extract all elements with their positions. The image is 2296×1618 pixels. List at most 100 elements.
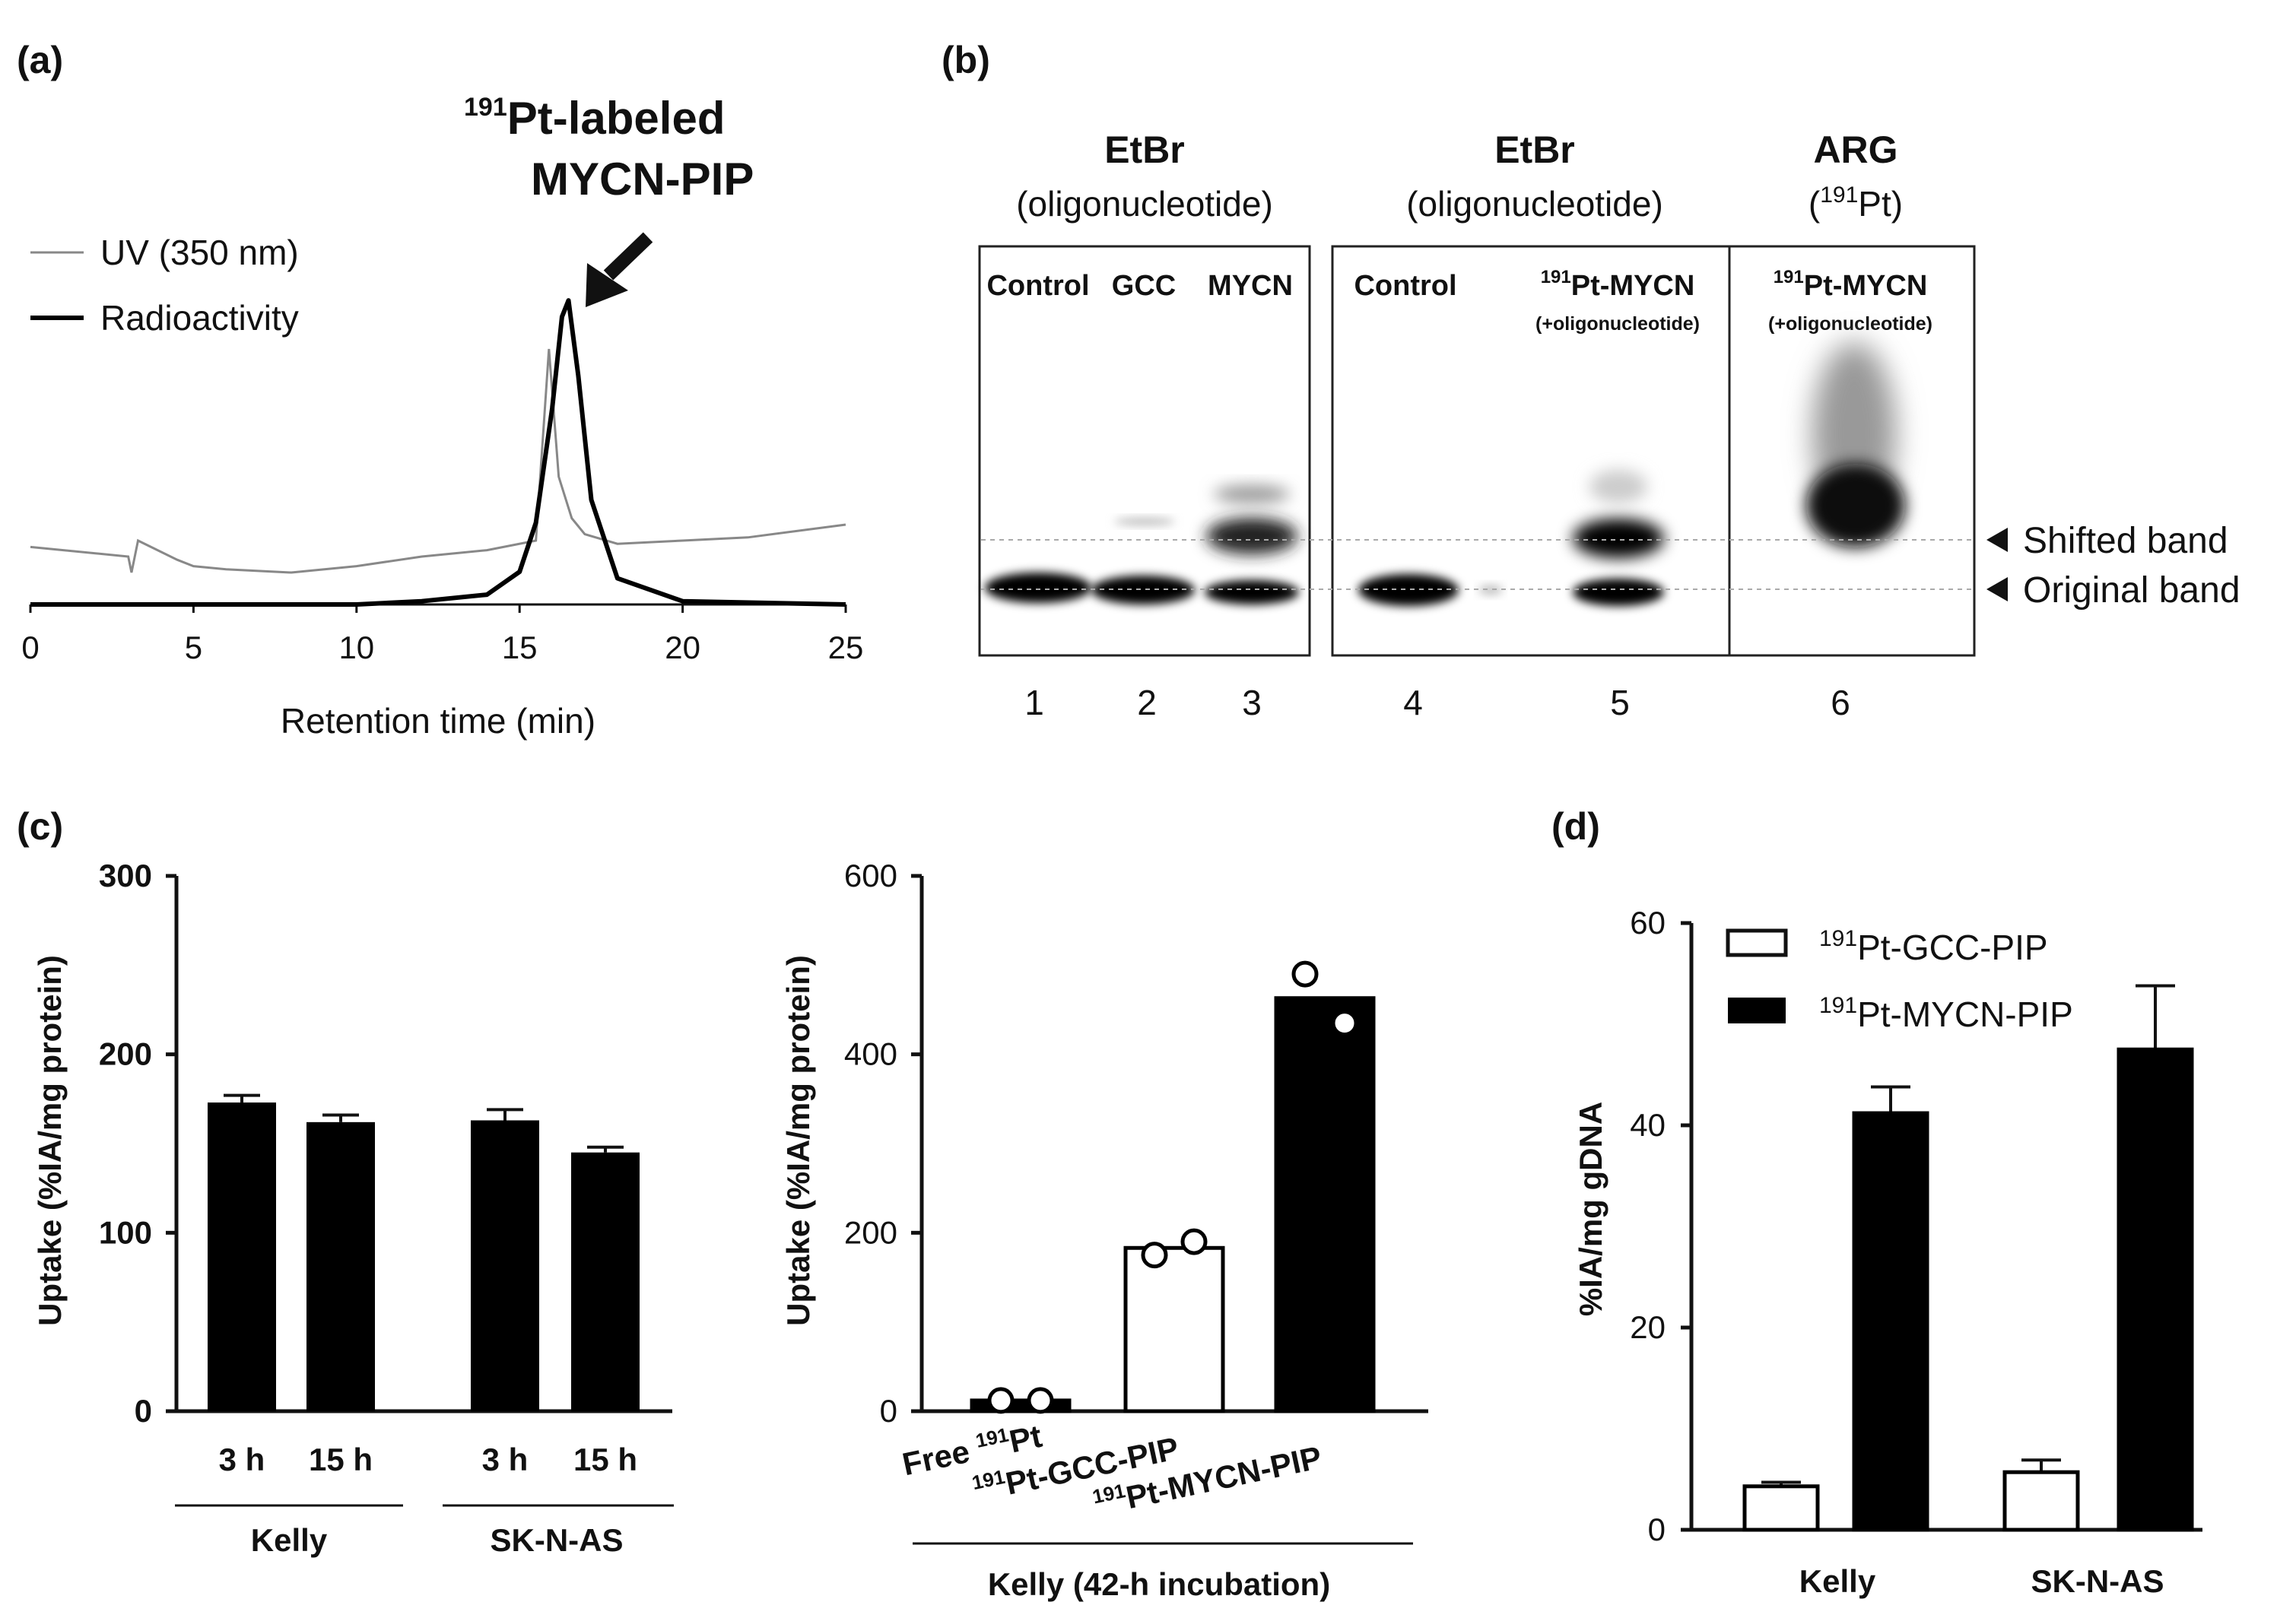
panel-c-left-ylabel: Uptake (%IA/mg protein) [32,955,68,1326]
c-left-bar [571,1152,640,1411]
band-lane3-original [1205,580,1299,604]
panel-b-label: (b) [942,39,990,81]
panel-a-label: (a) [17,39,63,81]
gel-group3-subtitle: (191Pt) [1809,182,1903,224]
panel-c-right-ylabel: Uptake (%IA/mg protein) [780,955,816,1326]
band-lane5-original [1573,579,1664,606]
band-lane4-spot [1478,585,1503,595]
gel-group3-title: ARG [1813,128,1897,171]
d-ytick-label: 40 [1630,1107,1666,1143]
c-left-ytick-label: 300 [99,858,152,893]
c-right-point [987,1387,1015,1414]
d-bar [1742,1484,1820,1532]
a-xtick-label: 10 [338,630,374,665]
legend-uv: UV (350 nm) [100,233,299,272]
band-lane3-smear [1214,485,1290,503]
shifted-band-label: Shifted band [2023,521,2228,561]
c-left-xtick-1: 3 h [219,1442,265,1477]
panel-d-label: (d) [1551,805,1600,848]
d-ytick-label: 60 [1630,905,1666,941]
lane-control-2: Control [1354,270,1456,302]
panel-a-x-ticks: 0 5 10 15 20 25 [21,604,863,665]
d-ytick-label: 0 [1648,1512,1666,1547]
a-xtick-label: 5 [185,630,202,665]
panel-c-left-y-ticks: 0 100 200 300 [99,858,176,1429]
radioactivity-trace [30,298,846,607]
lane-mycn: MYCN [1208,270,1293,302]
band-lane1-original [985,573,1091,603]
gel-group1-title: EtBr [1104,128,1185,171]
panel-d-bars [1742,984,2194,1532]
a-xtick-label: 25 [828,630,864,665]
gel-group2-subtitle: (oligonucleotide) [1406,184,1663,224]
band-lane4-original [1358,574,1459,606]
a-xtick-label: 0 [21,630,39,665]
lane-gcc: GCC [1112,270,1176,302]
c-right-bar [970,1398,1072,1413]
gel-bands [985,342,1905,606]
peak-arrow-shaft [603,232,653,281]
legend-gcc: 191Pt-GCC-PIP [1819,926,2048,967]
original-band-label: Original band [2023,570,2240,611]
uv-trace [30,348,846,574]
d-bar [2002,1470,2080,1532]
peak-label-line1: 191Pt-labeled [464,93,725,144]
d-xtick-sknas: SK-N-AS [2031,1563,2164,1599]
panel-a: (a) 191Pt-labeled MYCN-PIP UV (350 nm) R… [17,39,863,741]
peak-arrow-head [586,263,628,307]
lane-number-1: 1 [1024,683,1044,722]
lane-5-header: 191Pt-MYCN [1541,267,1695,302]
band-lane3-shifted [1206,518,1297,554]
peak-label-sup: 191 [464,93,507,122]
c-left-group-sknas: SK-N-AS [491,1522,624,1558]
c-right-ytick-label: 400 [844,1036,897,1072]
band-lane2-original [1091,576,1195,604]
c-left-ytick-label: 100 [99,1214,152,1250]
peak-label-main: Pt-labeled [507,93,726,144]
legend-mycn: 191Pt-MYCN-PIP [1819,993,2073,1034]
a-xtick-label: 20 [665,630,700,665]
c-left-xtick-2: 15 h [309,1442,373,1477]
panel-c-label: (c) [17,805,63,848]
panel-c-right-y-ticks: 0 200 400 600 [844,858,922,1429]
d-bar [1852,1111,1929,1532]
lane-6-subheader: (+oligonucleotide) [1768,313,1932,335]
panel-d: (d) %IA/mg gDNA 0 20 40 60 191Pt-GCC-PIP 19… [1551,805,2202,1599]
panel-b: (b) EtBr (oligonucleotide) EtBr (oligonu… [942,39,2240,722]
c-left-ytick-label: 0 [135,1393,152,1429]
peak-label-line2: MYCN-PIP [531,154,754,205]
band-lane2-faint [1114,518,1175,525]
c-left-xtick-3: 3 h [482,1442,529,1477]
panel-c: (c) Uptake (%IA/mg protein) 0 100 200 300 3… [17,805,1428,1602]
c-left-bar [208,1102,276,1411]
d-ytick-label: 20 [1630,1309,1666,1345]
c-right-point [1331,1010,1358,1037]
c-left-bar [471,1120,539,1411]
c-left-xtick-4: 15 h [573,1442,637,1477]
c-right-point [1180,1228,1208,1255]
lane-number-4: 4 [1403,683,1423,722]
lane-number-2: 2 [1137,683,1157,722]
panel-c-right-bars [970,960,1376,1414]
lane-number-3: 3 [1242,683,1262,722]
lane-number-5: 5 [1610,683,1630,722]
legend-radio: Radioactivity [100,298,299,338]
original-band-arrow [1986,577,2008,601]
band-lane6-shifted [1806,464,1905,547]
c-right-ytick-label: 200 [844,1214,897,1250]
c-left-bar [306,1121,375,1411]
shifted-band-arrow [1986,528,2008,552]
c-left-ytick-label: 200 [99,1036,152,1072]
c-left-group-kelly: Kelly [251,1522,328,1558]
c-right-group-label: Kelly (42-h incubation) [988,1566,1330,1602]
band-lane5-shifted [1573,519,1664,558]
lane-6-header: 191Pt-MYCN [1774,267,1928,302]
legend-gcc-swatch [1726,928,1788,957]
d-xtick-kelly: Kelly [1799,1563,1876,1599]
c-right-point [1141,1242,1168,1269]
panel-d-ylabel: %IA/mg gDNA [1573,1102,1608,1316]
lane-5-subheader: (+oligonucleotide) [1535,313,1700,335]
c-right-bar [1123,1245,1225,1413]
gel-group1-subtitle: (oligonucleotide) [1016,184,1273,224]
